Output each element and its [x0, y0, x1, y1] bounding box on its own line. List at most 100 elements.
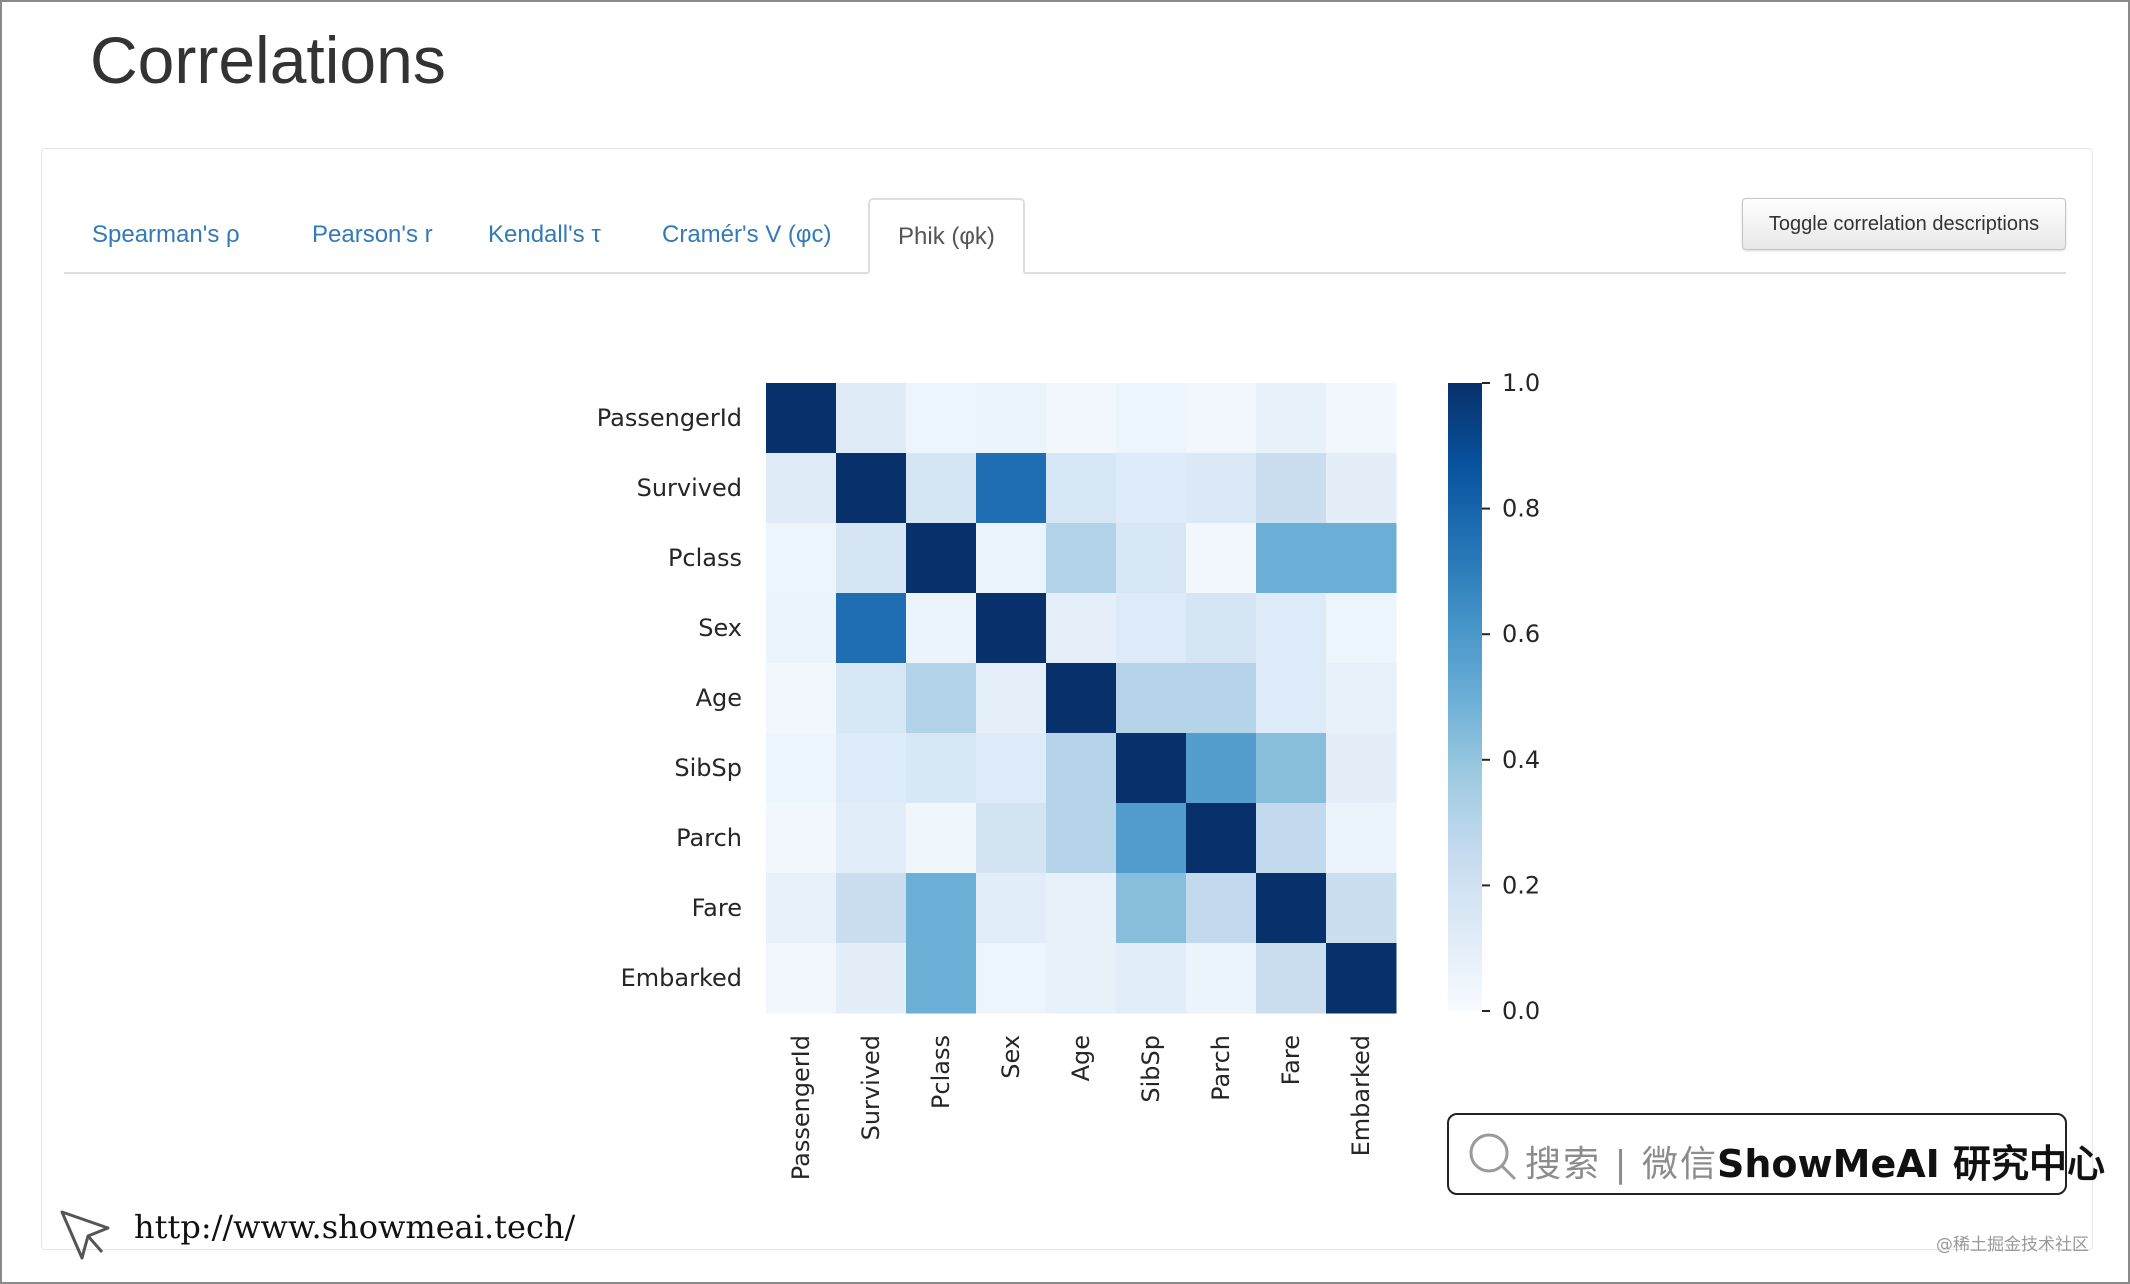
heatmap-cell-age-pclass: [906, 663, 977, 734]
heatmap-cell-sibsp-fare: [1256, 733, 1327, 804]
colorbar-tick-label: 1.0: [1502, 369, 1540, 397]
site-watermark: @稀土掘金技术社区: [1936, 1235, 2089, 1255]
heatmap-cell-fare-parch: [1186, 873, 1257, 944]
heatmap-cell-age-embarked: [1326, 663, 1397, 734]
heatmap-cell-pclass-fare: [1256, 523, 1327, 594]
tab-phik[interactable]: Phik (φk): [868, 198, 1025, 274]
heatmap-cell-sex-embarked: [1326, 593, 1397, 664]
heatmap-cell-age-fare: [1256, 663, 1327, 734]
colorbar-tick-label: 0.4: [1502, 746, 1540, 774]
row-labels: PassengerId Survived Pclass Sex Age SibSp Parc…: [597, 404, 742, 992]
page-title: Correlations: [90, 23, 446, 97]
heatmap-cell-sibsp-parch: [1186, 733, 1257, 804]
heatmap-cell-sibsp-sibsp: [1116, 733, 1187, 804]
row-label-sex: Sex: [698, 614, 742, 642]
column-label-parch: Parch: [1207, 1035, 1235, 1101]
tab-spearman[interactable]: Spearman's ρ: [92, 221, 240, 248]
heatmap-cell-sex-sex: [976, 593, 1047, 664]
heatmap-cell-passengerid-survived: [836, 383, 907, 454]
heatmap-cell-survived-sex: [976, 453, 1047, 524]
heatmap-cell-parch-fare: [1256, 803, 1327, 874]
heatmap-cell-pclass-sibsp: [1116, 523, 1187, 594]
heatmap-cell-embarked-fare: [1256, 943, 1327, 1014]
heatmap-cell-passengerid-sibsp: [1116, 383, 1187, 454]
heatmap-cell-parch-survived: [836, 803, 907, 874]
heatmap-cell-embarked-embarked: [1326, 943, 1397, 1014]
tab-pearson[interactable]: Pearson's r: [312, 221, 433, 248]
row-label-sibsp: SibSp: [674, 754, 742, 782]
search-icon: [1469, 1133, 1517, 1181]
heatmap-cell-sex-age: [1046, 593, 1117, 664]
showmeai-watermark: 搜索 | 微信 ShowMeAI 研究中心: [1447, 1113, 2105, 1195]
heatmap-cell-sibsp-embarked: [1326, 733, 1397, 804]
column-label-embarked: Embarked: [1347, 1035, 1375, 1156]
heatmap-cell-sex-pclass: [906, 593, 977, 664]
heatmap-cell-pclass-pclass: [906, 523, 977, 594]
heatmap-cell-age-sibsp: [1116, 663, 1187, 734]
heatmap-cell-pclass-parch: [1186, 523, 1257, 594]
row-label-fare: Fare: [692, 894, 742, 922]
heatmap-cell-sibsp-survived: [836, 733, 907, 804]
heatmap-cell-embarked-passengerid: [766, 943, 837, 1014]
heatmap-cell-fare-pclass: [906, 873, 977, 944]
row-label-passengerid: PassengerId: [597, 404, 742, 432]
heatmap-cell-age-sex: [976, 663, 1047, 734]
tab-kendall[interactable]: Kendall's τ: [488, 221, 601, 248]
heatmap-cell-passengerid-pclass: [906, 383, 977, 454]
cursor-icon: [60, 1210, 110, 1260]
heatmap-cell-sex-fare: [1256, 593, 1327, 664]
heatmap-cell-parch-sex: [976, 803, 1047, 874]
heatmap-cell-sibsp-age: [1046, 733, 1117, 804]
heatmap-cell-survived-parch: [1186, 453, 1257, 524]
heatmap-cell-pclass-passengerid: [766, 523, 837, 594]
heatmap-cell-age-parch: [1186, 663, 1257, 734]
watermark-search-label: 搜索 | 微信: [1525, 1144, 1719, 1185]
colorbar-ticks: 0.0 0.2 0.4 0.6 0.8 1.0: [1482, 369, 1540, 1025]
heatmap-cell-fare-embarked: [1326, 873, 1397, 944]
row-label-embarked: Embarked: [621, 964, 742, 992]
heatmap-cell-fare-passengerid: [766, 873, 837, 944]
heatmap-cell-survived-survived: [836, 453, 907, 524]
column-label-sibsp: SibSp: [1137, 1035, 1165, 1103]
tab-cramers-v[interactable]: Cramér's V (φc): [662, 221, 832, 248]
heatmap-cell-passengerid-parch: [1186, 383, 1257, 454]
heatmap-cell-sex-sibsp: [1116, 593, 1187, 664]
heatmap-cell-embarked-sibsp: [1116, 943, 1187, 1014]
heatmap-cell-age-passengerid: [766, 663, 837, 734]
heatmap-cell-embarked-survived: [836, 943, 907, 1014]
heatmap-cell-age-age: [1046, 663, 1117, 734]
heatmap-cell-passengerid-passengerid: [766, 383, 837, 454]
correlation-tabs: Spearman's ρ Pearson's r Kendall's τ Cra…: [64, 198, 2066, 274]
colorbar-tick-label: 0.6: [1502, 620, 1540, 648]
heatmap-cell-sibsp-passengerid: [766, 733, 837, 804]
heatmap-cell-embarked-parch: [1186, 943, 1257, 1014]
heatmap-cells: [766, 383, 1397, 1014]
heatmap-cell-survived-age: [1046, 453, 1117, 524]
heatmap-cell-parch-pclass: [906, 803, 977, 874]
heatmap-cell-survived-pclass: [906, 453, 977, 524]
heatmap-cell-passengerid-age: [1046, 383, 1117, 454]
heatmap-cell-pclass-embarked: [1326, 523, 1397, 594]
heatmap-cell-survived-passengerid: [766, 453, 837, 524]
colorbar-tick-label: 0.0: [1502, 997, 1540, 1025]
heatmap-cell-passengerid-fare: [1256, 383, 1327, 454]
watermark-url[interactable]: http://www.showmeai.tech/: [134, 1208, 576, 1246]
heatmap-cell-pclass-sex: [976, 523, 1047, 594]
column-label-survived: Survived: [857, 1035, 885, 1140]
colorbar: [1448, 383, 1482, 1011]
heatmap-cell-pclass-age: [1046, 523, 1117, 594]
heatmap-cell-fare-fare: [1256, 873, 1327, 944]
heatmap-cell-survived-sibsp: [1116, 453, 1187, 524]
toggle-descriptions-button[interactable]: Toggle correlation descriptions: [1742, 198, 2066, 250]
row-label-survived: Survived: [637, 474, 742, 502]
heatmap-cell-survived-fare: [1256, 453, 1327, 524]
heatmap-cell-embarked-age: [1046, 943, 1117, 1014]
heatmap-cell-sibsp-sex: [976, 733, 1047, 804]
heatmap-cell-parch-embarked: [1326, 803, 1397, 874]
column-label-sex: Sex: [997, 1035, 1025, 1079]
row-label-pclass: Pclass: [668, 544, 742, 572]
heatmap-cell-parch-passengerid: [766, 803, 837, 874]
heatmap-cell-sex-parch: [1186, 593, 1257, 664]
